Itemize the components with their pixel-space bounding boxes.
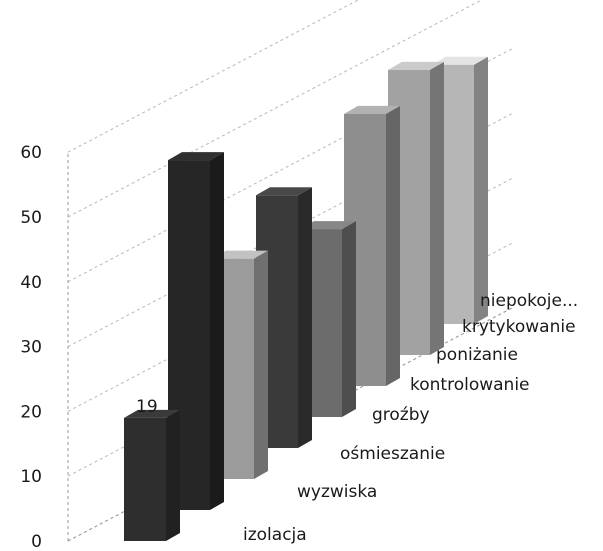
bar-top — [124, 409, 180, 418]
category-label: groźby — [372, 405, 430, 425]
bar-side — [298, 187, 312, 448]
category-label: izolacja — [243, 525, 307, 545]
bar-top — [388, 61, 444, 70]
bar-side — [254, 250, 268, 479]
data-labels: 19 — [136, 397, 158, 417]
bars — [124, 56, 488, 541]
bar-side — [474, 56, 488, 325]
y-tick-label: 0 — [31, 532, 42, 551]
bar-top — [168, 152, 224, 161]
bar-side — [430, 61, 444, 355]
y-tick-label: 50 — [20, 208, 42, 228]
bar-side — [210, 152, 224, 510]
category-label: kontrolowanie — [410, 375, 530, 395]
bar-top — [256, 187, 312, 196]
bar-side — [166, 409, 180, 541]
bar-top — [212, 250, 268, 259]
y-tick-label: 40 — [20, 273, 42, 293]
y-tick-label: 60 — [20, 143, 42, 163]
y-axis-ticks: 0 10 20 30 40 50 60 — [20, 143, 42, 551]
data-label: 19 — [136, 397, 158, 417]
gridlines — [67, 0, 513, 542]
bar-front — [124, 417, 166, 541]
category-label: niepokoje... — [480, 291, 578, 311]
category-labels: izolacja wyzwiska ośmieszanie groźby kontrol… — [243, 291, 578, 545]
y-tick-label: 20 — [20, 402, 42, 422]
category-label: krytykowanie — [462, 317, 576, 337]
y-tick-label: 10 — [20, 467, 42, 487]
bar-side — [342, 221, 356, 417]
bar-top — [300, 221, 356, 230]
bar-side — [386, 105, 400, 386]
category-label: poniżanie — [436, 345, 518, 365]
bar-top — [432, 56, 488, 65]
category-label: wyzwiska — [297, 482, 377, 502]
y-tick-label: 30 — [20, 338, 42, 358]
bar — [124, 409, 180, 541]
bar-top — [344, 105, 400, 114]
category-label: ośmieszanie — [340, 444, 445, 464]
